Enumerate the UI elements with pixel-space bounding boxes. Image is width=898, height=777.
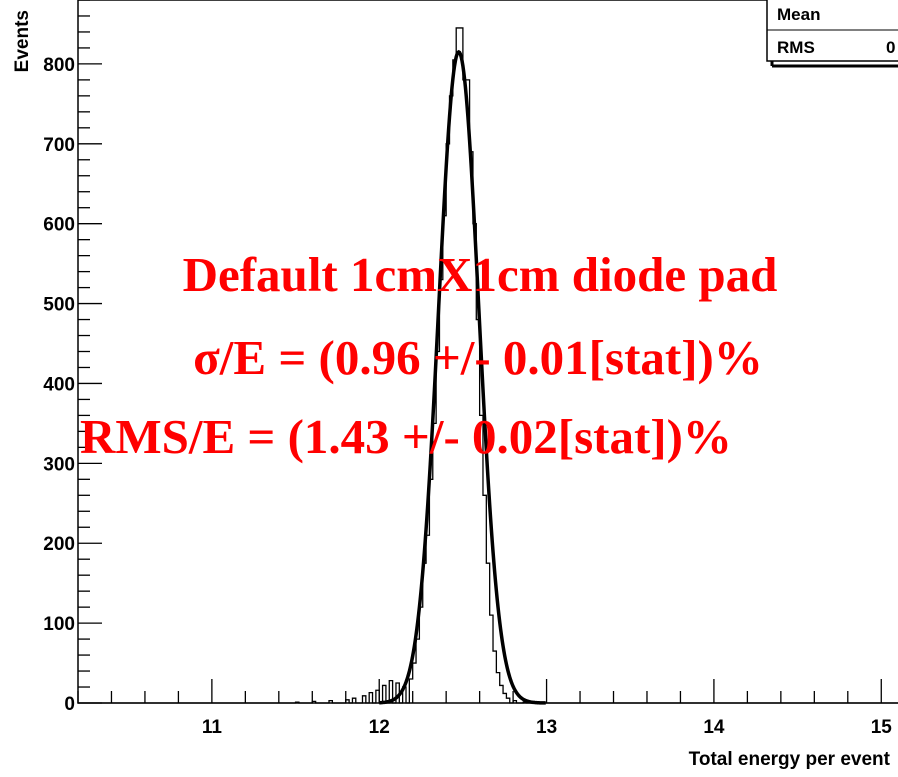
y-tick-label: 300 [43, 454, 75, 475]
y-tick-label: 100 [43, 614, 75, 635]
stats-box: Mean RMS 0 [766, 0, 898, 68]
y-axis-label: Events [12, 10, 33, 72]
axis-ticks [77, 0, 882, 704]
y-tick-label: 700 [43, 135, 75, 156]
stats-mean-label: Mean [777, 5, 820, 24]
resolution-annotation: Default 1cmX1cm diode pad σ/E = (0.96 +/… [80, 247, 777, 464]
y-tick-label: 600 [43, 215, 75, 236]
axis-tick-labels: 0 100 200 300 400 500 600 700 800 11 12 13 14 15 [43, 55, 892, 738]
x-tick-label: 14 [703, 717, 725, 738]
x-tick-label: 15 [871, 717, 893, 738]
x-tick-label: 13 [536, 717, 557, 738]
x-tick-label: 11 [202, 717, 223, 738]
stats-rms-value-fragment: 0 [886, 38, 895, 57]
y-tick-label: 500 [43, 295, 75, 316]
annotation-line-2: σ/E = (0.96 +/- 0.01[stat])% [193, 330, 763, 385]
y-tick-label: 0 [64, 694, 75, 715]
x-tick-label: 12 [369, 717, 390, 738]
x-axis-label: Total energy per event [689, 749, 891, 770]
y-tick-label: 400 [43, 374, 75, 395]
y-tick-label: 200 [43, 534, 75, 555]
gaussian-fit-curve [379, 49, 546, 705]
annotation-line-3: RMS/E = (1.43 +/- 0.02[stat])% [80, 409, 732, 464]
y-tick-label: 800 [43, 55, 75, 76]
annotation-line-1: Default 1cmX1cm diode pad [183, 247, 778, 302]
stats-rms-label: RMS [777, 38, 815, 57]
